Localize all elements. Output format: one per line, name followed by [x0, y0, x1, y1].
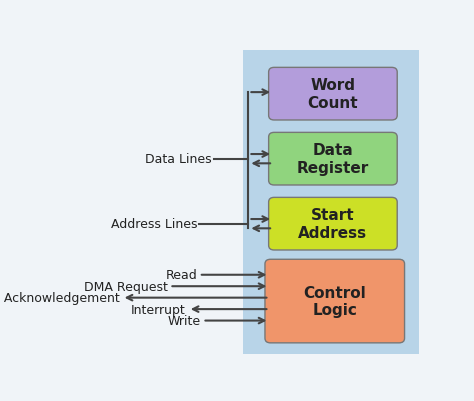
Text: DMA Acknowledgement: DMA Acknowledgement — [0, 292, 120, 304]
FancyBboxPatch shape — [269, 133, 397, 186]
Text: Control
Logic: Control Logic — [303, 285, 366, 318]
FancyBboxPatch shape — [269, 198, 397, 250]
Text: DMA Request: DMA Request — [84, 280, 168, 293]
Text: Write: Write — [167, 314, 201, 327]
Text: Word
Count: Word Count — [308, 78, 358, 111]
FancyBboxPatch shape — [243, 51, 419, 354]
Text: Interrupt: Interrupt — [131, 303, 186, 316]
FancyBboxPatch shape — [265, 259, 405, 343]
Text: Address Lines: Address Lines — [110, 218, 197, 231]
Text: Start
Address: Start Address — [298, 208, 367, 240]
Text: Data
Register: Data Register — [297, 143, 369, 175]
Text: Read: Read — [165, 269, 197, 282]
FancyBboxPatch shape — [269, 68, 397, 121]
Text: Data Lines: Data Lines — [145, 153, 212, 166]
